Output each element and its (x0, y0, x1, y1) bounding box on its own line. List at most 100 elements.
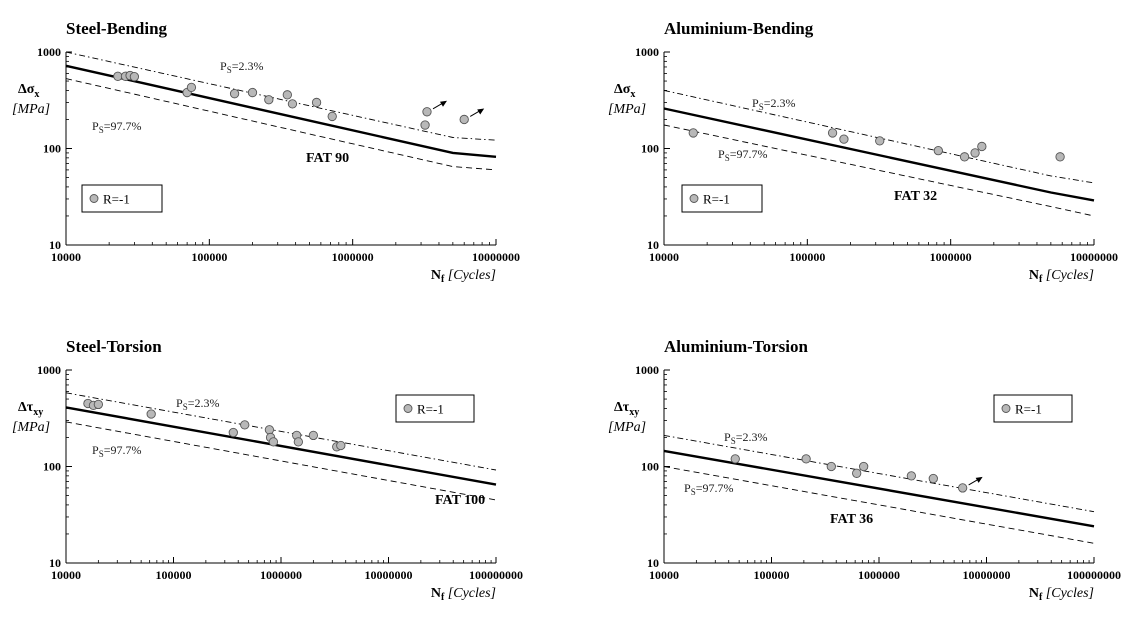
x-axis-label: Nf [Cycles] (431, 268, 496, 285)
chart-panel-4: Aluminium-Torsion 10000 100000 1000000 10000… (608, 337, 1121, 603)
y-tick-label: 1000 (37, 45, 61, 59)
data-point (928, 473, 938, 484)
ps-upper-scatter-band (65, 392, 497, 471)
y-tick-label: 100 (43, 142, 61, 156)
fat-label: FAT 36 (830, 512, 873, 527)
data-point (827, 128, 838, 138)
data-point (801, 454, 811, 464)
x-axis-label: Nf [Cycles] (431, 586, 496, 603)
y-axis-label: Δσx (18, 82, 39, 100)
fat-design-curve (65, 64, 497, 158)
data-point (420, 120, 430, 130)
data-point (852, 468, 862, 478)
y-tick-label: 10 (49, 556, 61, 570)
y-tick-label: 10 (49, 238, 61, 252)
legend: R=-1 (81, 184, 163, 213)
ps-lower-label: PS=97.7% (684, 481, 733, 497)
x-tick-label: 1000000 (858, 568, 900, 582)
x-tick-label: 10000000 (963, 568, 1011, 582)
chart-title: Aluminium-Torsion (664, 337, 808, 356)
y-tick-label: 10 (647, 556, 659, 570)
ps-upper-scatter-band (663, 89, 1095, 184)
y-axis-unit: [MPa] (12, 420, 50, 435)
data-point (970, 148, 980, 158)
data-point (958, 483, 968, 493)
legend-marker (403, 404, 413, 413)
data-point (826, 461, 836, 472)
ps-upper-label: PS=2.3% (176, 396, 219, 412)
y-tick-label: 1000 (635, 363, 659, 377)
data-point (247, 87, 258, 98)
ps-upper-label: PS=2.3% (220, 59, 263, 75)
fat-design-curve (65, 406, 497, 486)
y-axis-unit: [MPa] (12, 102, 50, 117)
data-point (282, 90, 292, 100)
ps-lower-scatter-band (663, 124, 1095, 217)
data-point (977, 141, 987, 152)
x-tick-label: 1000000 (930, 250, 972, 264)
ps-lower-scatter-band (65, 421, 497, 501)
data-point (688, 128, 698, 138)
chart-title: Steel-Torsion (66, 337, 162, 356)
data-point (308, 430, 319, 441)
legend: R=-1 (395, 394, 475, 423)
x-tick-label: 1000000 (260, 568, 302, 582)
data-point (1055, 152, 1065, 162)
x-tick-label: 10000000 (365, 568, 413, 582)
data-point (228, 427, 238, 438)
data-point (186, 82, 197, 93)
legend-marker (689, 194, 699, 203)
data-point (293, 437, 303, 447)
legend-marker (1001, 404, 1011, 413)
ps-lower-scatter-band (663, 466, 1095, 544)
ps-lower-label: PS=97.7% (92, 119, 141, 135)
data-point (287, 99, 298, 109)
data-point (268, 437, 279, 447)
y-tick-label: 100 (43, 460, 61, 474)
data-point (146, 409, 156, 419)
data-point (906, 471, 917, 481)
y-tick-label: 100 (641, 142, 659, 156)
x-tick-label: 10000000 (472, 250, 520, 264)
legend-label: R=-1 (703, 192, 730, 207)
chart-panel-1: Steel-Bending 10000 100000 1000000 10000000 1… (12, 19, 520, 285)
y-tick-label: 1000 (635, 45, 659, 59)
x-tick-label: 1000000 (332, 250, 374, 264)
data-point (422, 107, 432, 117)
ps-upper-label: PS=2.3% (724, 430, 767, 446)
x-axis-label: Nf [Cycles] (1029, 268, 1094, 285)
data-point (93, 399, 104, 410)
legend-label: R=-1 (417, 402, 444, 417)
chart-panel-2: Aluminium-Bending 10000 100000 1000000 10000… (608, 19, 1118, 285)
data-point (839, 134, 849, 144)
data-point (264, 425, 275, 435)
legend-label: R=-1 (103, 192, 130, 207)
ps-lower-scatter-band (65, 78, 497, 171)
chart-title: Steel-Bending (66, 19, 168, 38)
legend: R=-1 (993, 394, 1073, 423)
legend: R=-1 (681, 184, 763, 213)
x-tick-label: 100000000 (1067, 568, 1121, 582)
ps-lower-label: PS=97.7% (718, 147, 767, 163)
data-point (311, 97, 322, 108)
data-point (327, 111, 337, 122)
x-tick-label: 100000000 (469, 568, 523, 582)
y-tick-label: 100 (641, 460, 659, 474)
data-point (336, 440, 346, 451)
legend-label: R=-1 (1015, 402, 1042, 417)
ps-upper-scatter-band (663, 434, 1095, 513)
data-point (264, 95, 274, 105)
data-point (730, 454, 740, 464)
fat-label: FAT 100 (435, 493, 485, 508)
data-point (859, 461, 869, 472)
data-point (459, 114, 469, 125)
x-tick-label: 10000 (649, 250, 679, 264)
fat-design-curve (663, 107, 1095, 202)
x-axis-label: Nf [Cycles] (1029, 586, 1094, 603)
x-tick-label: 10000 (51, 250, 81, 264)
x-tick-label: 10000 (51, 568, 81, 582)
data-point (229, 89, 240, 99)
data-point (240, 420, 250, 430)
x-tick-label: 100000 (754, 568, 790, 582)
x-tick-label: 100000 (191, 250, 227, 264)
